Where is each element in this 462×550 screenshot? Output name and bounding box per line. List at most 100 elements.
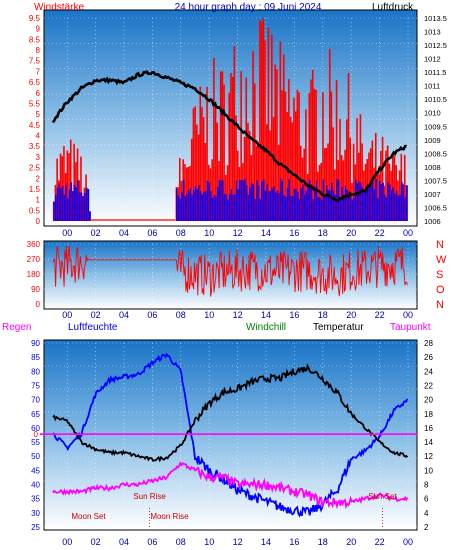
wind-left-tick: 9 [36,25,41,34]
direction-left-tick: 180 [27,270,41,279]
x-tick-label: 12 [233,310,243,320]
temperature-line [52,363,409,463]
x-tick-label: 08 [176,310,186,320]
direction-compass-label: O [436,284,445,296]
chart-marks: 0000000202020404040606060808081010101212… [27,14,447,547]
wind-right-tick: 1009 [424,136,441,145]
direction-compass-label: S [436,269,443,281]
direction-left-tick: 360 [27,240,41,249]
x-tick-label: 06 [147,537,157,547]
temperature-tick: 4 [424,509,429,518]
wind-left-tick: 2.5 [29,164,41,173]
x-tick-label: 08 [176,228,186,238]
wind-left-tick: 0.5 [29,206,41,215]
x-tick-label: 12 [233,537,243,547]
x-tick-label: 10 [204,228,214,238]
direction-left-tick: 90 [31,285,40,294]
wind-right-tick: 1011 [424,82,440,91]
pressure-line [51,70,407,202]
temperature-tick: 22 [424,381,433,390]
x-tick-label: 18 [318,310,328,320]
x-tick-label: 20 [346,228,356,238]
wind-right-tick: 1008 [424,163,441,172]
temperature-tick: 2 [424,523,429,532]
wind-left-tick: 8 [36,46,41,55]
temperature-tick: 16 [424,424,433,433]
temperature-label: Temperatur [313,322,364,333]
climate-panel [43,339,418,531]
wind-right-tick: 1008.5 [424,149,447,158]
dewpoint-line [52,461,409,510]
x-tick-label: 18 [318,228,328,238]
windchill-label: Windchill [246,322,286,333]
wind-left-tick: 0 [36,217,41,226]
x-tick-label: 22 [375,310,385,320]
wind-left-title: Windstärke [34,2,84,13]
humidity-tick: 80 [31,367,40,376]
direction-compass-label: N [436,299,444,311]
x-tick-label: 02 [91,537,101,547]
humidity-tick: 65 [31,410,40,419]
humidity-tick: 40 [31,481,40,490]
humidity-tick: 85 [31,353,40,362]
wind-right-tick: 1013.5 [424,14,447,23]
direction-left-tick: 270 [27,255,41,264]
wind-right-tick: 1010.5 [424,95,447,104]
humidity-tick: 35 [31,495,40,504]
x-tick-label: 10 [204,537,214,547]
humidity-tick: 45 [31,466,40,475]
wind-left-tick: 1 [36,196,41,205]
wind-center-title: 24 hour graph day : 09 Juni 2024 [175,2,322,13]
humidity-tick: 30 [31,509,40,518]
direction-panel [43,240,418,310]
temperature-tick: 12 [424,452,433,461]
wind-left-tick: 6.5 [29,78,41,87]
wind-right-title: Luftdruck [372,2,414,13]
wind-right-tick: 1006 [424,217,441,226]
temperature-tick: 28 [424,339,433,348]
wind-left-tick: 4 [36,132,41,141]
x-tick-label: 22 [375,537,385,547]
x-tick-label: 00 [62,310,72,320]
x-tick-label: 04 [119,310,129,320]
annotation-moon_rise: Moon Rise [150,512,189,521]
x-tick-label: 20 [346,310,356,320]
x-tick-label: 02 [91,310,101,320]
x-tick-label: 18 [318,537,328,547]
wind-right-tick: 1010 [424,109,441,118]
x-tick-label: 00 [62,228,72,238]
annotation-sun_set: Sun Set [368,492,397,501]
direction-compass-label: W [436,254,447,266]
rain-label: Regen [2,322,31,333]
direction-compass-label: N [436,239,444,251]
humidity-tick: 75 [31,381,40,390]
humidity-tick: 25 [31,523,40,532]
x-tick-label: 08 [176,537,186,547]
x-tick-label: 04 [119,228,129,238]
x-tick-label: 00 [403,228,413,238]
x-tick-label: 00 [62,537,72,547]
x-tick-label: 16 [289,228,299,238]
humidity-line [52,352,409,518]
humidity-tick: 50 [31,452,40,461]
wind-left-tick: 4.5 [29,121,41,130]
temperature-tick: 26 [424,353,433,362]
x-tick-label: 06 [147,228,157,238]
wind-left-tick: 8.5 [29,35,41,44]
x-tick-label: 00 [403,537,413,547]
x-tick-label: 16 [289,310,299,320]
x-tick-label: 22 [375,228,385,238]
temperature-tick: 24 [424,367,433,376]
x-tick-label: 20 [346,537,356,547]
rain-value: 0 [34,430,39,439]
wind-left-tick: 5 [36,110,41,119]
temperature-tick: 10 [424,466,433,475]
wind-left-tick: 7.5 [29,57,41,66]
x-tick-label: 06 [147,310,157,320]
humidity-tick: 70 [31,396,40,405]
wind-right-tick: 1007 [424,190,441,199]
temperature-tick: 20 [424,396,433,405]
temperature-tick: 18 [424,410,433,419]
temperature-tick: 8 [424,481,429,490]
